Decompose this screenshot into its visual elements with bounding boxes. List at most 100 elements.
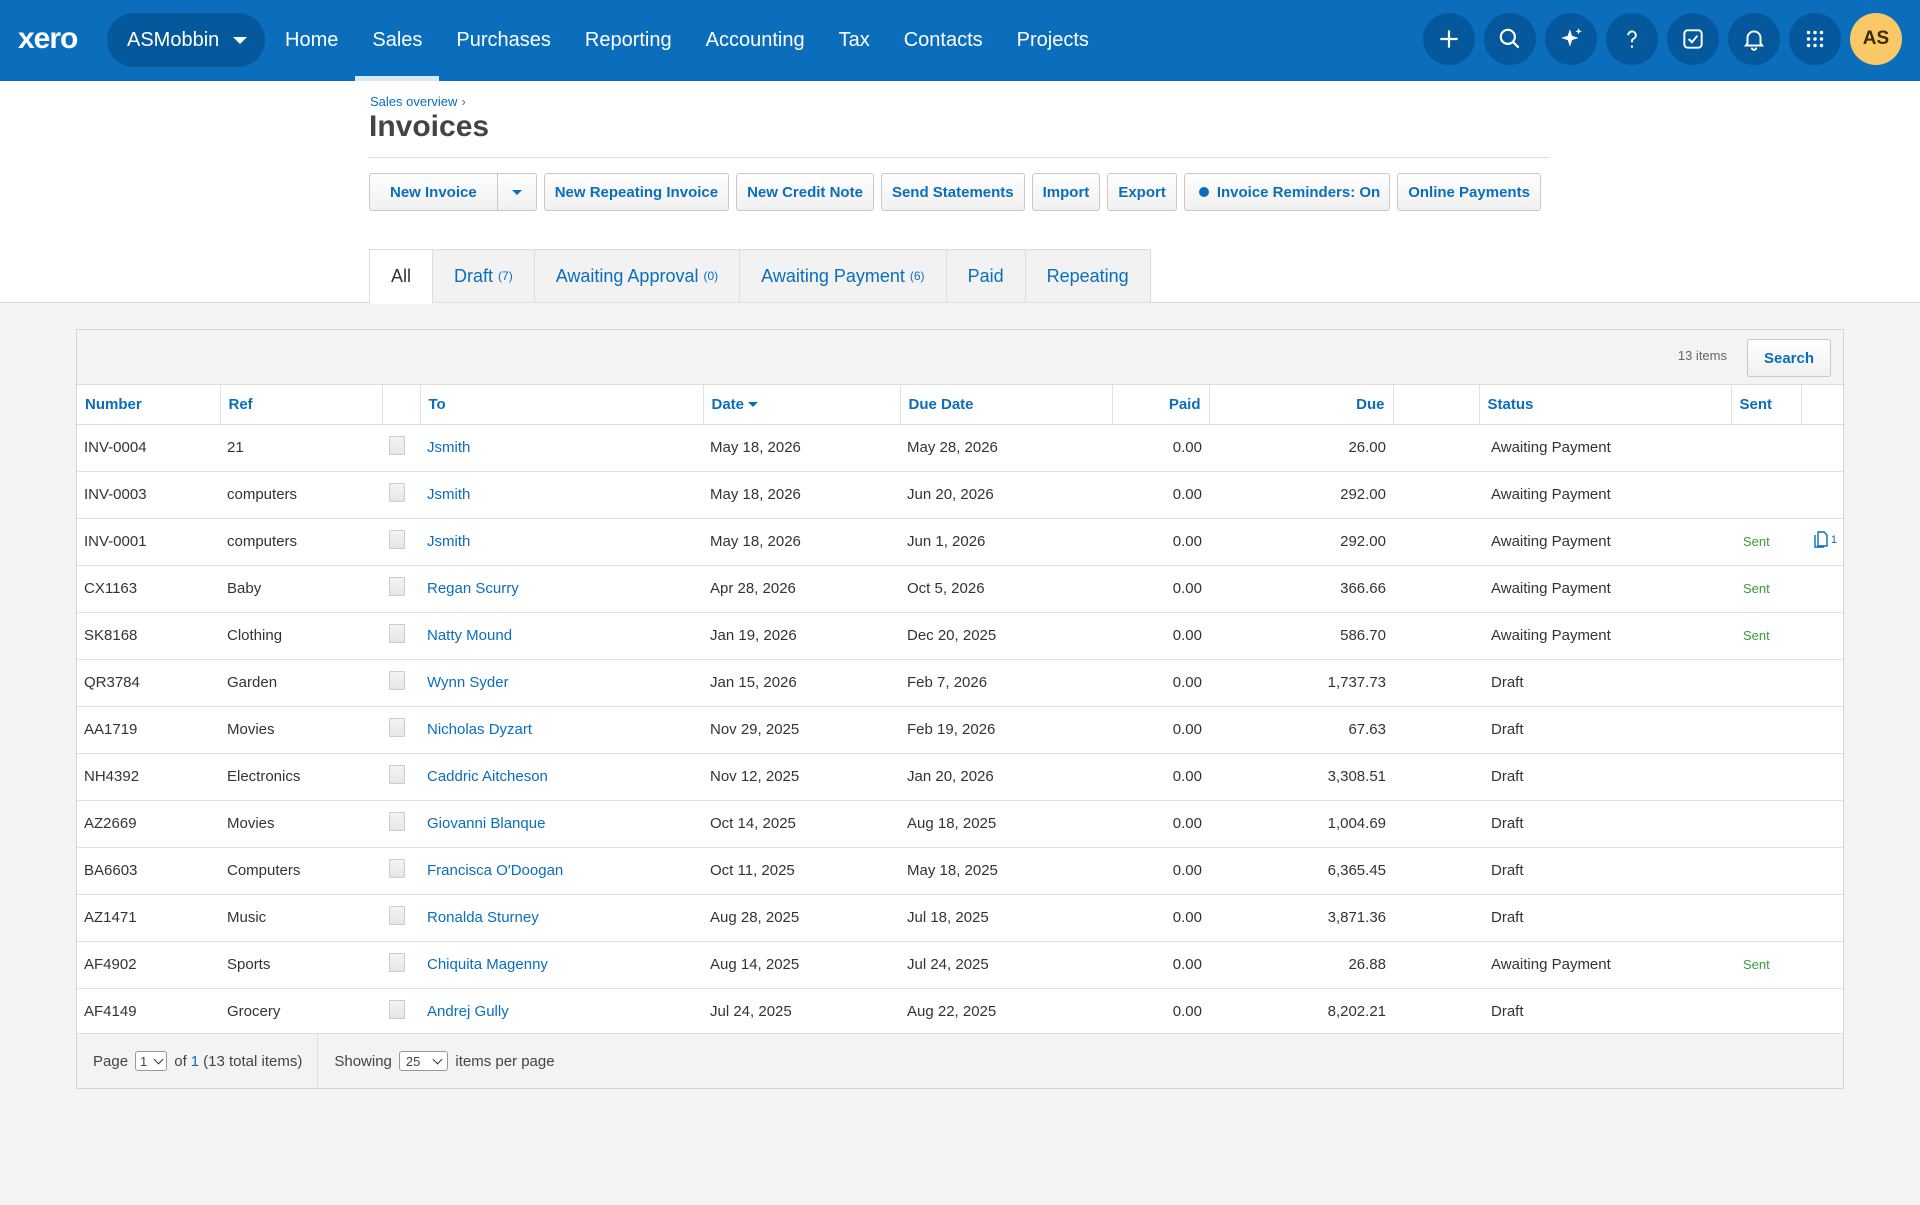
document-icon[interactable] [389,1000,405,1019]
tab-all[interactable]: All [369,249,434,304]
table-row[interactable]: BA6603 Computers Francisca O'Doogan Oct 11,… [77,847,1843,895]
help-icon[interactable] [1606,13,1658,65]
invoice-number[interactable]: QR3784 [77,659,220,707]
invoice-number[interactable]: BA6603 [77,847,220,895]
contact-link[interactable]: Jsmith [420,471,703,519]
document-icon[interactable] [389,765,405,784]
new-invoice-dropdown[interactable] [498,174,536,210]
table-row[interactable]: INV-0004 21 Jsmith May 18, 2026 May 28, 2026… [77,424,1843,472]
col-ref[interactable]: Ref [220,385,383,425]
attachment-icon[interactable]: 1 [1814,531,1837,548]
contact-link[interactable]: Nicholas Dyzart [420,706,703,754]
nav-sales[interactable]: Sales [355,0,440,81]
bell-icon[interactable] [1728,13,1780,65]
contact-link[interactable]: Jsmith [420,518,703,566]
new-credit-note-button[interactable]: New Credit Note [736,173,874,211]
invoice-number[interactable]: INV-0001 [77,518,220,566]
table-row[interactable]: INV-0001 computers Jsmith May 18, 2026 Jun 1… [77,518,1843,566]
document-icon[interactable] [389,859,405,878]
total-pages[interactable]: 1 [190,1052,200,1070]
table-row[interactable]: AF4149 Grocery Andrej Gully Jul 24, 2025 Aug… [77,988,1843,1036]
contact-link[interactable]: Jsmith [420,424,703,472]
contact-link[interactable]: Chiquita Magenny [420,941,703,989]
contact-link[interactable]: Regan Scurry [420,565,703,613]
col-due[interactable]: Due [1209,385,1394,425]
contact-link[interactable]: Francisca O'Doogan [420,847,703,895]
document-icon[interactable] [389,718,405,737]
contact-link[interactable]: Wynn Syder [420,659,703,707]
tab-draft[interactable]: Draft (7) [433,249,535,303]
tab-repeating[interactable]: Repeating [1025,249,1151,303]
breadcrumb-sales-overview[interactable]: Sales overview [370,94,458,109]
per-page-select[interactable]: 25 [398,1051,449,1071]
contact-link[interactable]: Giovanni Blanque [420,800,703,848]
search-icon[interactable] [1484,13,1536,65]
invoice-number[interactable]: INV-0004 [77,424,220,472]
nav-home[interactable]: Home [285,29,339,51]
col-due-date[interactable]: Due Date [900,385,1113,425]
col-date[interactable]: Date [703,385,901,425]
col-number[interactable]: Number [77,385,221,425]
invoice-number[interactable]: AZ2669 [77,800,220,848]
task-icon[interactable] [1667,13,1719,65]
col-sent[interactable]: Sent [1731,385,1802,425]
document-icon[interactable] [389,906,405,925]
plus-icon[interactable] [1423,13,1475,65]
table-row[interactable]: AA1719 Movies Nicholas Dyzart Nov 29, 2025 F… [77,706,1843,754]
col-status[interactable]: Status [1479,385,1732,425]
contact-link[interactable]: Caddric Aitcheson [420,753,703,801]
col-paid[interactable]: Paid [1112,385,1210,425]
send-statements-button[interactable]: Send Statements [880,173,1025,211]
document-icon[interactable] [389,483,405,502]
document-icon[interactable] [389,671,405,690]
import-button[interactable]: Import [1031,173,1101,211]
new-invoice-button[interactable]: New Invoice [370,174,498,210]
table-row[interactable]: AF4902 Sports Chiquita Magenny Aug 14, 2025… [77,941,1843,989]
org-switcher[interactable]: ASMobbin [107,13,265,67]
apps-grid-icon[interactable] [1789,13,1841,65]
invoice-number[interactable]: AF4902 [77,941,220,989]
table-row[interactable]: AZ1471 Music Ronalda Sturney Aug 28, 2025 Ju… [77,894,1843,942]
document-icon[interactable] [389,436,405,455]
search-button[interactable]: Search [1747,339,1831,377]
table-row[interactable]: AZ2669 Movies Giovanni Blanque Oct 14, 2025… [77,800,1843,848]
nav-reporting[interactable]: Reporting [584,29,672,51]
sparkle-icon[interactable] [1545,13,1597,65]
tab-paid[interactable]: Paid [946,249,1026,303]
document-icon[interactable] [389,953,405,972]
xero-logo[interactable]: xero [18,22,78,55]
nav-contacts[interactable]: Contacts [903,29,983,51]
nav-projects[interactable]: Projects [1016,29,1089,51]
contact-link[interactable]: Ronalda Sturney [420,894,703,942]
document-icon[interactable] [389,624,405,643]
nav-tax[interactable]: Tax [838,29,870,51]
table-row[interactable]: CX1163 Baby Regan Scurry Apr 28, 2026 Oct 5,… [77,565,1843,613]
page-select[interactable]: 1 [135,1051,168,1071]
document-icon[interactable] [389,530,405,549]
table-row[interactable]: INV-0003 computers Jsmith May 18, 2026 Jun 2… [77,471,1843,519]
invoice-number[interactable]: AZ1471 [77,894,220,942]
new-repeating-invoice-button[interactable]: New Repeating Invoice [543,173,730,211]
nav-purchases[interactable]: Purchases [456,29,551,51]
nav-accounting[interactable]: Accounting [705,29,805,51]
tab-awaiting-approval[interactable]: Awaiting Approval (0) [534,249,741,303]
online-payments-button[interactable]: Online Payments [1397,173,1541,211]
invoice-number[interactable]: SK8168 [77,612,220,660]
table-row[interactable]: NH4392 Electronics Caddric Aitcheson Nov 12… [77,753,1843,801]
avatar[interactable]: AS [1850,13,1902,65]
invoice-number[interactable]: AF4149 [77,988,220,1036]
export-button[interactable]: Export [1107,173,1177,211]
invoice-number[interactable]: CX1163 [77,565,220,613]
document-icon[interactable] [389,812,405,831]
invoice-number[interactable]: NH4392 [77,753,220,801]
invoice-number[interactable]: INV-0003 [77,471,220,519]
document-icon[interactable] [389,577,405,596]
invoice-number[interactable]: AA1719 [77,706,220,754]
col-to[interactable]: To [420,385,704,425]
invoice-reminders-button[interactable]: Invoice Reminders: On [1183,173,1391,211]
tab-awaiting-payment[interactable]: Awaiting Payment (6) [740,249,947,303]
contact-link[interactable]: Andrej Gully [420,988,703,1036]
table-row[interactable]: SK8168 Clothing Natty Mound Jan 19, 2026 Dec… [77,612,1843,660]
table-row[interactable]: QR3784 Garden Wynn Syder Jan 15, 2026 Feb 7,… [77,659,1843,707]
contact-link[interactable]: Natty Mound [420,612,703,660]
